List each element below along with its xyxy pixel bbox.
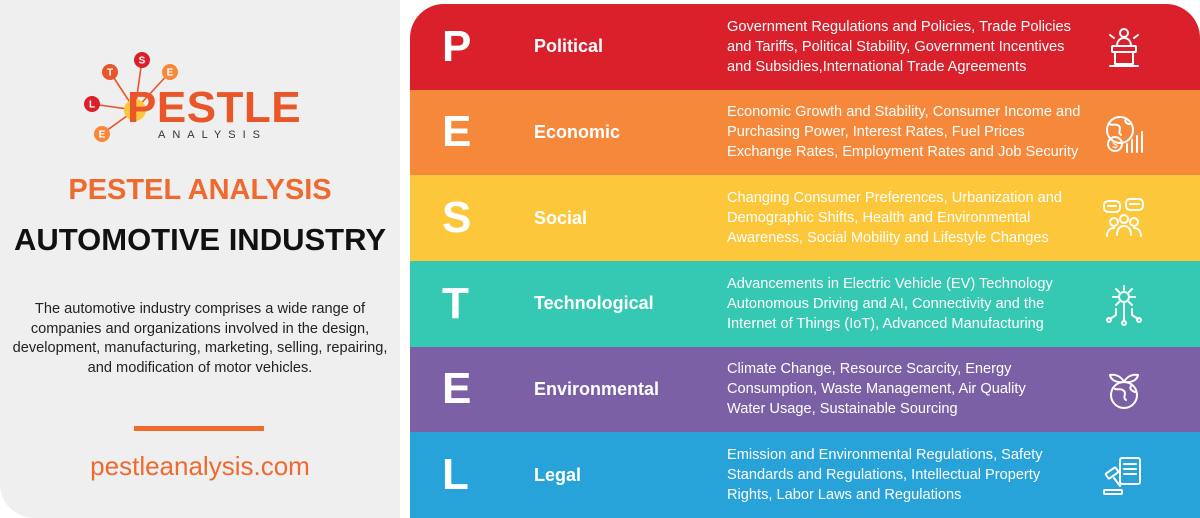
factor-detail-line: Water Usage, Sustainable Sourcing — [727, 401, 958, 418]
pestle-logo-icon: T S E L E — [84, 52, 178, 142]
factor-row-social: S Social Changing Consumer Preferences, Ur… — [410, 175, 1200, 261]
factor-detail-line: Autonomous Driving and AI, Connectivity … — [727, 295, 1045, 312]
factor-details: Changing Consumer Preferences, Urbanizat… — [727, 175, 1112, 261]
factor-name: Legal — [534, 464, 582, 485]
factor-letter: L — [442, 450, 469, 500]
factor-detail-line: Purchasing Power, Interest Rates, Fuel P… — [727, 124, 1025, 141]
factor-detail-line: Government Regulations and Policies, Tra… — [727, 18, 1071, 35]
factor-letter: T — [442, 278, 469, 328]
factor-detail-line: Changing Consumer Preferences, Urbanizat… — [727, 190, 1063, 207]
factor-details: Government Regulations and Policies, Tra… — [727, 4, 1112, 90]
factor-name: Environmental — [534, 378, 660, 399]
factor-details: Climate Change, Resource Scarcity, Energ… — [727, 347, 1112, 433]
page-subtitle: AUTOMOTIVE INDUSTRY — [13, 222, 386, 257]
factor-detail-line: Exchange Rates, Employment Rates and Job… — [727, 144, 1079, 161]
factor-detail-line: Economic Growth and Stability, Consumer … — [727, 104, 1081, 121]
factor-row-economic: E Economic Economic Growth and Stability, … — [410, 89, 1200, 176]
factor-detail-line: and Subsidies,International Trade Agreem… — [727, 58, 1027, 75]
people-chat-icon — [1100, 195, 1148, 243]
factor-detail-line: Awareness, Social Mobility and Lifestyle… — [727, 230, 1049, 247]
intro-panel: T S E L E PESTLE ANALYSIS PESTEL ANALYSIS AU… — [0, 0, 400, 518]
factor-detail-line: Internet of Things (IoT), Advanced Manuf… — [727, 315, 1044, 332]
website-link[interactable]: pestleanalysis.com — [90, 451, 310, 481]
factor-letter: E — [442, 364, 472, 414]
factor-letter: S — [442, 193, 472, 243]
factor-detail-line: Demographic Shifts, Health and Environme… — [727, 210, 1031, 227]
gavel-document-icon — [1100, 452, 1148, 500]
logo-subtitle: ANALYSIS — [158, 129, 267, 141]
factor-detail-line: Climate Change, Resource Scarcity, Energ… — [727, 361, 1012, 378]
logo-dot — [94, 126, 110, 142]
svg-text:$: $ — [1112, 140, 1118, 151]
logo-dot-letter: L — [89, 100, 95, 111]
factor-details: Emission and Environmental Regulations, … — [727, 432, 1112, 518]
logo-dot-letter: S — [139, 56, 146, 67]
globe-money-chart-icon: $ — [1100, 110, 1148, 158]
factor-letter: E — [442, 107, 472, 157]
logo-dot — [102, 64, 118, 80]
factor-row-environmental: E Environmental Climate Change, Resource S… — [410, 346, 1200, 433]
logo-dot — [134, 52, 150, 68]
pestel-factors: P Political Government Regulations and Pol… — [410, 4, 1200, 518]
logo-wordmark: PESTLE — [127, 83, 302, 132]
factor-details: Economic Growth and Stability, Consumer … — [727, 90, 1112, 176]
industry-description: The automotive industry comprises a wide… — [12, 301, 388, 376]
factor-name: Technological — [534, 293, 654, 314]
factor-details: Advancements in Electric Vehicle (EV) Te… — [727, 261, 1112, 347]
globe-leaves-icon — [1100, 367, 1148, 415]
factor-name: Social — [534, 207, 588, 228]
logo-dot-letter: E — [167, 68, 174, 79]
factor-detail-line: Standards and Regulations, Intellectual … — [727, 467, 1041, 484]
factor-row-legal: L Legal Emission and Environmental Regulat… — [410, 432, 1200, 518]
factor-name: Political — [534, 36, 604, 57]
logo-dot-letter: E — [99, 130, 106, 141]
factor-detail-line: and Tariffs, Political Stability, Govern… — [727, 38, 1065, 55]
logo-dot-letter: T — [107, 68, 113, 79]
divider — [134, 426, 264, 431]
logo-dot — [162, 64, 178, 80]
factor-detail-line: Consumption, Waste Management, Air Quali… — [727, 381, 1026, 398]
podium-speaker-icon — [1100, 24, 1148, 72]
factor-name: Economic — [534, 121, 621, 142]
factor-row-technological: T Technological Advancements in Electric V… — [410, 260, 1200, 347]
factor-detail-line: Advancements in Electric Vehicle (EV) Te… — [727, 275, 1053, 292]
factor-row-political: P Political Government Regulations and Pol… — [410, 4, 1200, 90]
factor-detail-line: Rights, Labor Laws and Regulations — [727, 487, 962, 504]
factor-detail-line: Emission and Environmental Regulations, … — [727, 447, 1043, 464]
logo-dot — [84, 96, 100, 112]
page-title: PESTEL ANALYSIS — [68, 174, 332, 206]
factor-letter: P — [442, 21, 472, 71]
gear-circuit-icon — [1100, 281, 1148, 329]
